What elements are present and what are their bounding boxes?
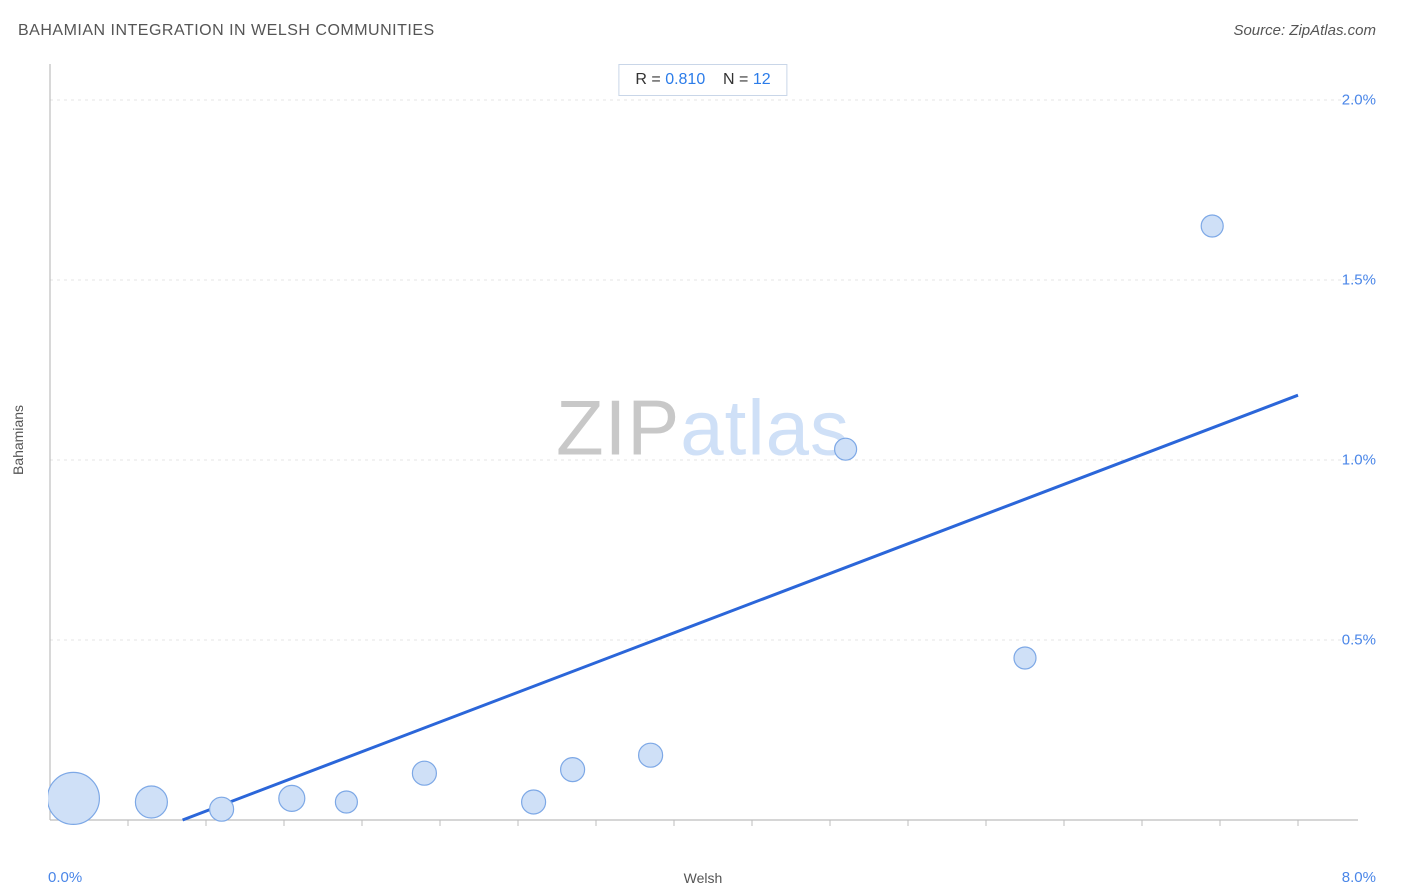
x-axis-label: Welsh bbox=[0, 870, 1406, 886]
data-point bbox=[522, 790, 546, 814]
data-point bbox=[1201, 215, 1223, 237]
y-tick-label: 1.0% bbox=[1342, 452, 1376, 469]
data-point bbox=[561, 758, 585, 782]
chart-title: BAHAMIAN INTEGRATION IN WELSH COMMUNITIE… bbox=[18, 22, 435, 40]
data-point bbox=[279, 785, 305, 811]
data-point bbox=[639, 743, 663, 767]
data-point bbox=[48, 772, 99, 824]
data-point bbox=[335, 791, 357, 813]
data-point bbox=[135, 786, 167, 818]
x-axis-min: 0.0% bbox=[48, 869, 82, 886]
trend-line bbox=[183, 395, 1298, 820]
data-point bbox=[1014, 647, 1036, 669]
y-tick-label: 2.0% bbox=[1342, 92, 1376, 109]
data-point bbox=[210, 797, 234, 821]
data-point bbox=[412, 761, 436, 785]
x-axis-max: 8.0% bbox=[1342, 869, 1376, 886]
data-point bbox=[835, 438, 857, 460]
source-label: Source: ZipAtlas.com bbox=[1233, 22, 1376, 39]
y-axis-label: Bahamians bbox=[10, 405, 26, 475]
y-tick-label: 0.5% bbox=[1342, 632, 1376, 649]
y-tick-label: 1.5% bbox=[1342, 272, 1376, 289]
scatter-plot bbox=[48, 60, 1358, 840]
